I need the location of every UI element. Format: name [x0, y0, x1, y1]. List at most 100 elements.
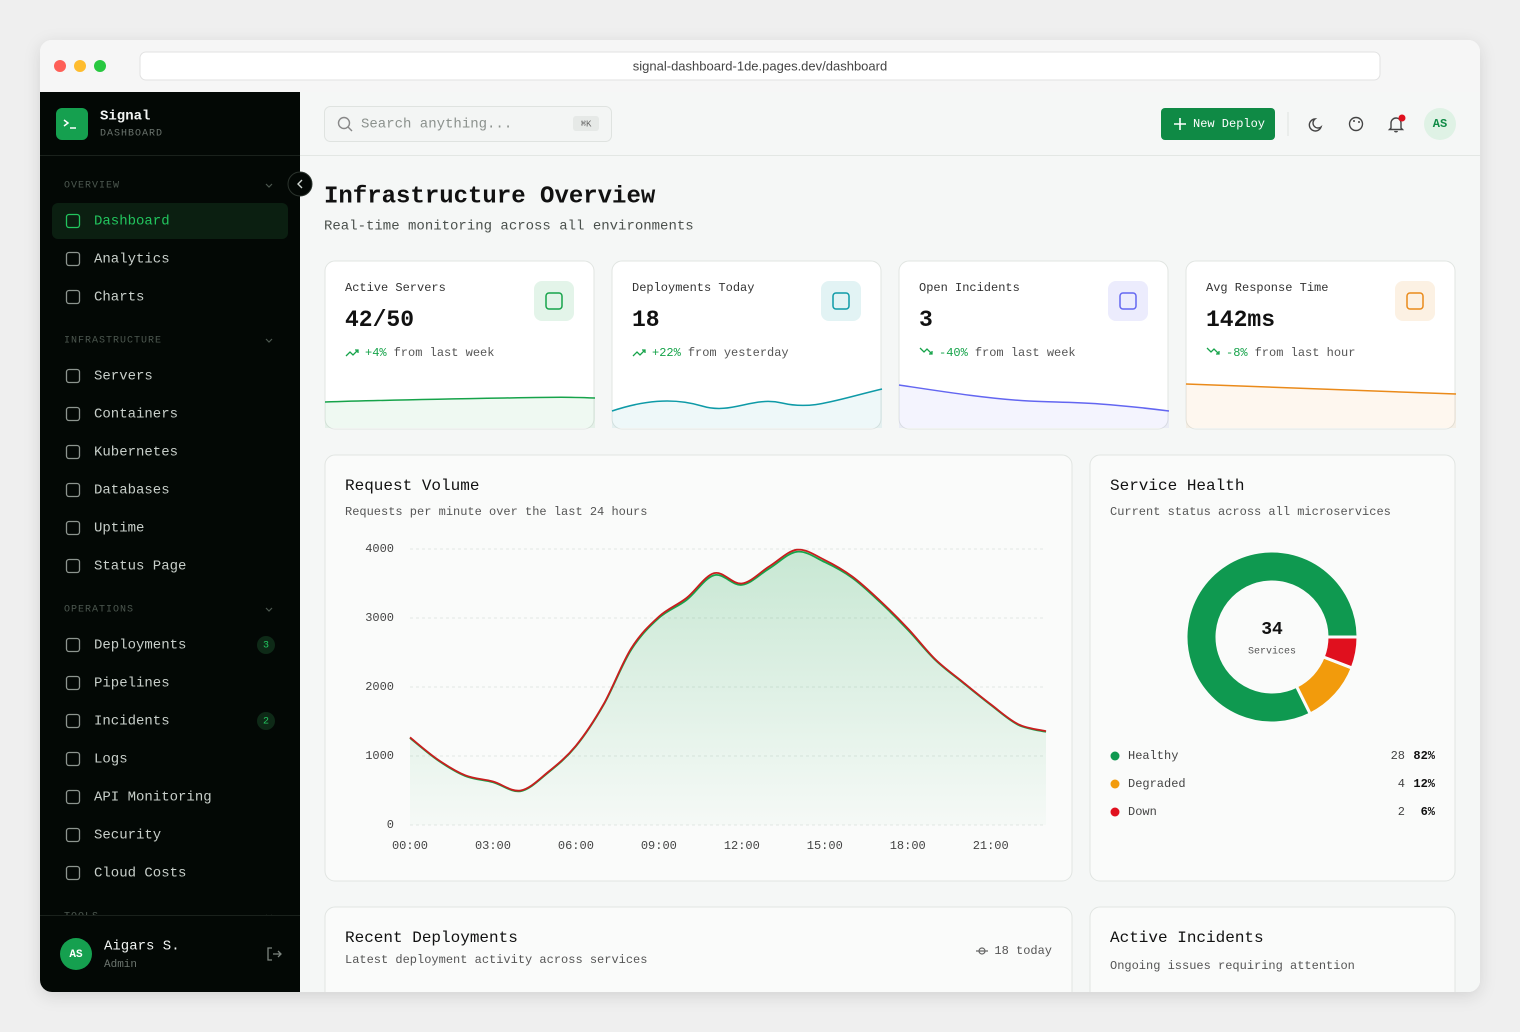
- stat-card: Active Servers 42/50 +4% from last week: [324, 260, 596, 430]
- stat-change: +4%: [365, 346, 387, 360]
- nav-label: API Monitoring: [94, 790, 212, 806]
- stat-card: Avg Response Time 142ms -8% from last hour: [1185, 260, 1457, 430]
- card-title: Recent Deployments: [345, 929, 518, 947]
- zoom-dot[interactable]: [94, 60, 106, 72]
- plus-icon: [1174, 118, 1186, 130]
- stat-icon-box: [1395, 281, 1435, 321]
- nav-icon: [65, 789, 81, 805]
- nav-icon: [65, 675, 81, 691]
- legend-dot: [1110, 751, 1120, 761]
- stat-card-bg: [898, 260, 1169, 430]
- card-subtitle: Latest deployment activity across servic…: [345, 953, 647, 967]
- trend-icon: [632, 349, 646, 357]
- nav-item[interactable]: API Monitoring: [65, 789, 212, 806]
- stat-value: 3: [919, 307, 933, 333]
- nav-badge: [257, 712, 275, 730]
- stat-label: Avg Response Time: [1206, 281, 1328, 295]
- nav-item[interactable]: Databases: [65, 482, 170, 499]
- sidebar: [40, 92, 300, 992]
- nav-label: Cloud Costs: [94, 866, 186, 882]
- section-title: TOOLS: [64, 912, 99, 923]
- nav-item[interactable]: Deployments 3: [65, 636, 276, 654]
- stat-icon: [545, 292, 563, 310]
- card-title: Service Health: [1110, 477, 1244, 495]
- new-deploy-button[interactable]: [1161, 108, 1275, 140]
- nav-icon: [65, 251, 81, 267]
- nav-label: Containers: [94, 407, 178, 423]
- sparkline: [611, 388, 883, 412]
- nav-item[interactable]: Kubernetes: [65, 444, 179, 461]
- notifications-button[interactable]: [1387, 117, 1405, 133]
- request-volume-chart: 0 1000 2000 3000 4000 00:00 03:00 06:00 09:00 12:…: [365, 542, 1047, 853]
- nav-item[interactable]: Status Page: [65, 558, 187, 575]
- theme-toggle[interactable]: [1308, 118, 1323, 132]
- nav-item[interactable]: Incidents 2: [65, 712, 276, 730]
- user-initials: AS: [69, 949, 83, 961]
- url-bar[interactable]: [139, 51, 1381, 81]
- nav-item[interactable]: Uptime: [65, 520, 145, 537]
- donut-slice: [1321, 635, 1360, 671]
- nav-label: Incidents: [94, 714, 170, 730]
- notification-dot: [1398, 114, 1406, 122]
- url: signal-dashboard-1de.pages.dev/dashboard: [633, 58, 887, 73]
- deployments-count: 18 today: [994, 944, 1052, 958]
- search-icon: [337, 116, 351, 130]
- minimize-dot[interactable]: [74, 60, 86, 72]
- nav-item[interactable]: Pipelines: [65, 675, 170, 692]
- search-box[interactable]: [324, 106, 612, 142]
- nav-item[interactable]: Servers: [65, 369, 153, 385]
- page-title: Infrastructure Overview: [324, 183, 656, 210]
- x-tick-label: 21:00: [973, 839, 1009, 853]
- search-placeholder: Search anything...: [361, 117, 512, 133]
- close-dot[interactable]: [54, 60, 66, 72]
- nav-item[interactable]: Analytics: [65, 251, 170, 268]
- nav-icon: [65, 558, 81, 574]
- nav-icon: [65, 637, 81, 653]
- nav-icon: [65, 444, 81, 460]
- nav-item[interactable]: Dashboard: [52, 203, 288, 239]
- avatar[interactable]: [1424, 108, 1456, 140]
- stat-card: Open Incidents 3 -40% from last week: [898, 260, 1170, 430]
- legend-dot: [1110, 807, 1120, 817]
- nav-item[interactable]: Cloud Costs: [65, 866, 187, 882]
- nav-label: Pipelines: [94, 676, 170, 692]
- palette-button[interactable]: [1348, 116, 1364, 132]
- nav-item[interactable]: Charts: [65, 289, 145, 306]
- section-chevron: [265, 338, 273, 343]
- user-name: Aigars S.: [104, 939, 180, 955]
- stat-label: Open Incidents: [919, 281, 1020, 295]
- nav-item[interactable]: Logs: [65, 751, 128, 768]
- stat-icon: [1406, 292, 1424, 310]
- line: [409, 548, 1047, 792]
- legend-count: 2: [1398, 805, 1405, 819]
- stat-card-bg: [324, 260, 595, 430]
- service-health-chart: Healthy 28 82% Degraded 4 12% Down 2 6%: [1110, 549, 1436, 819]
- user-avatar: [60, 938, 92, 970]
- y-tick-label: 1000: [365, 749, 394, 763]
- stat-icon: [1119, 292, 1137, 310]
- logout-button[interactable]: [267, 947, 282, 961]
- x-tick-label: 00:00: [392, 839, 428, 853]
- stat-label: Deployments Today: [632, 281, 754, 295]
- sparkline: [324, 396, 596, 403]
- nav-icon: [65, 751, 81, 767]
- nav-item[interactable]: Containers: [65, 407, 179, 423]
- nav-icon: [65, 482, 81, 498]
- nav-item[interactable]: Security: [65, 828, 162, 844]
- area: [410, 551, 1046, 825]
- nav-label: Deployments: [94, 638, 186, 654]
- sparkline-area: [325, 397, 595, 428]
- nav-icon: [65, 520, 81, 536]
- collapse-button[interactable]: [287, 171, 313, 197]
- window-content: signal-dashboard-1de.pages.dev/dashboard…: [40, 40, 1480, 992]
- nav-icon: [65, 289, 81, 305]
- sparkline-area: [899, 385, 1169, 428]
- legend-percent: 6%: [1421, 805, 1436, 819]
- nav-item-active-bg: [52, 203, 288, 239]
- stat-change: -8%: [1226, 346, 1248, 360]
- shortcut-pill: [573, 116, 599, 131]
- trend-icon: [345, 349, 359, 357]
- recent-deployments-card: [324, 906, 1073, 992]
